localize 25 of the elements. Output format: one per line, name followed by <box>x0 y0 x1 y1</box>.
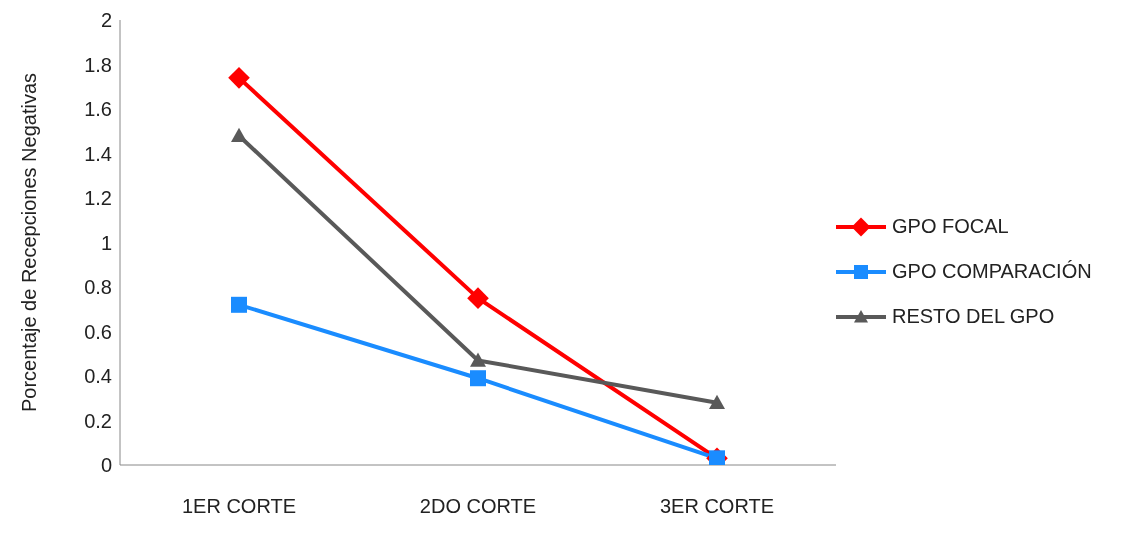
legend-label: GPO FOCAL <box>892 215 1009 238</box>
legend-label: GPO COMPARACIÓN <box>892 260 1092 283</box>
point <box>467 287 489 309</box>
point <box>709 394 725 410</box>
y-tick-label: 1 <box>100 231 112 254</box>
y-tick-label: 1.2 <box>84 187 112 210</box>
y-tick-label: 1.6 <box>84 98 112 121</box>
x-tick-label: 3ER CORTE <box>659 495 775 518</box>
y-tick-label: 2 <box>100 9 112 32</box>
legend-label: RESTO DEL GPO <box>892 305 1055 328</box>
y-tick-label: 0.2 <box>84 409 112 432</box>
y-tick-label: 0.8 <box>84 276 112 299</box>
x-tick-label: 2DO CORTE <box>419 495 537 518</box>
point <box>231 296 247 313</box>
y-axis-title: Porcentaje de Recepciones Negativas <box>18 72 41 413</box>
point <box>470 352 486 367</box>
y-tick-label: 0 <box>100 454 112 477</box>
y-tick-label: 1.8 <box>84 53 112 76</box>
y-tick-label: 0.4 <box>84 365 112 388</box>
y-tick-label: 1.4 <box>84 142 112 165</box>
x-tick-label: 1ER CORTE <box>181 495 297 518</box>
point <box>470 370 486 387</box>
point <box>231 127 247 143</box>
point <box>228 67 250 89</box>
y-tick-label: 0.6 <box>84 320 112 343</box>
